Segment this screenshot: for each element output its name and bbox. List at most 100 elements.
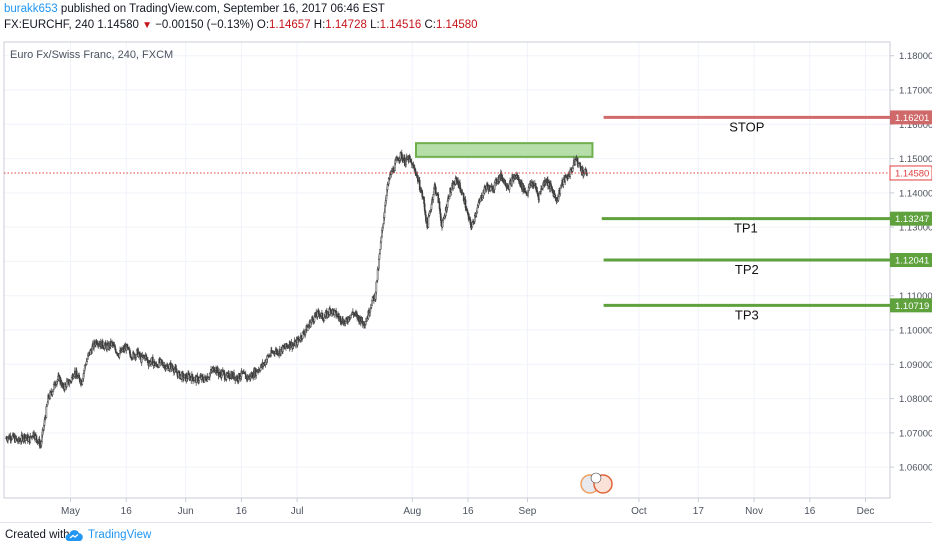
price-tick-label: 1.17000: [899, 86, 932, 97]
candle-body: [65, 380, 68, 387]
price-tick-label: 1.06000: [899, 463, 932, 474]
resistance-zone[interactable]: [414, 142, 594, 158]
candle-body: [168, 364, 171, 369]
time-tick-label: Jul: [291, 506, 304, 517]
price-tick-label: 1.11000: [899, 291, 932, 302]
close-value: 1.14580: [435, 19, 478, 31]
level-name-tp2: TP2: [735, 262, 759, 277]
candle-body: [551, 187, 554, 191]
chart-title: Euro Fx/Swiss Franc, 240, FXCM: [10, 49, 173, 61]
candle-body: [476, 207, 479, 213]
candles-group: [5, 149, 588, 449]
published-text: published on TradingView.com, September …: [60, 3, 385, 15]
candle-body: [383, 211, 386, 218]
candle-body: [426, 218, 428, 228]
current-price-label: 1.14580: [895, 168, 929, 179]
candle-body: [375, 281, 378, 293]
time-tick-label: Sep: [519, 506, 537, 517]
chart-header: burakk653 published on TradingView.com, …: [0, 0, 932, 34]
high-value: 1.14728: [325, 19, 367, 31]
candle-body: [81, 381, 84, 385]
candle-body: [126, 344, 129, 348]
price-axis[interactable]: 1.18000 1.17000 1.16000 1.15000 1.14000 1.130…: [889, 51, 932, 474]
candle-body: [586, 172, 588, 176]
price-tick-label: 1.14000: [899, 188, 932, 199]
candle-body: [427, 216, 430, 228]
price-tick-label: 1.16000: [899, 120, 932, 131]
candle-body: [70, 377, 73, 382]
time-tick-label: 16: [462, 506, 474, 517]
open-label: O:: [256, 19, 270, 31]
candle-body: [27, 437, 30, 442]
candle-body: [519, 179, 521, 186]
high-label: H:: [313, 19, 326, 31]
candle-body: [51, 391, 54, 396]
publish-info: burakk653 published on TradingView.com, …: [4, 3, 385, 15]
open-value: 1.14657: [269, 19, 311, 31]
chart-background: [0, 34, 932, 522]
price-change: −0.00150 (−0.13%): [155, 19, 254, 31]
time-tick-label: Nov: [745, 506, 763, 517]
price-tick-label: 1.08000: [899, 394, 932, 405]
candle-body: [236, 376, 239, 382]
grid: [4, 42, 890, 498]
events-badge-group[interactable]: [580, 472, 613, 494]
level-name-stop: STOP: [729, 119, 764, 134]
candle-body: [462, 193, 465, 201]
price-tick-label: 1.18000: [899, 51, 932, 62]
price-tick-label: 1.13000: [899, 223, 932, 234]
candle-body: [379, 248, 381, 255]
time-tick-label: Jun: [178, 506, 194, 517]
event-count-badge[interactable]: [590, 472, 602, 484]
low-label: L:: [370, 19, 380, 31]
candle-body: [378, 253, 381, 260]
author-link[interactable]: burakk653: [4, 3, 58, 15]
current-price-tag-bg: [889, 165, 932, 181]
candle-body: [191, 374, 194, 379]
level-price-label: 1.13247: [895, 214, 929, 225]
candle-body: [579, 166, 582, 171]
candle-body: [451, 185, 453, 190]
candle-body: [489, 186, 492, 191]
time-tick-label: 17: [693, 506, 705, 517]
time-tick-label: Dec: [857, 506, 875, 517]
price-tick-label: 1.07000: [899, 428, 932, 439]
price-tick-label: 1.15000: [899, 154, 932, 165]
time-tick-label: May: [61, 506, 80, 517]
footer: Created with TradingView: [0, 522, 932, 551]
candle-body: [365, 321, 367, 325]
levels-group: STOP TP1 TP2 TP3: [4, 115, 890, 322]
time-tick-label: 16: [121, 506, 133, 517]
candle-body: [376, 268, 379, 281]
low-value: 1.14516: [379, 19, 422, 31]
level-name-tp1: TP1: [734, 221, 758, 236]
close-label: C:: [424, 19, 436, 31]
level-price-tag-bg: [890, 110, 932, 125]
ohlc-info: FX:EURCHF, 240 1.14580 ▼ −0.00150 (−0.13…: [4, 19, 478, 31]
resistance-zone-group: [414, 142, 594, 158]
symbol-label: FX:EURCHF, 240: [4, 19, 95, 31]
time-axis[interactable]: May 16 Jun 16 Jul Aug 16 Sep Oct 17 Nov 16 Dec: [61, 498, 874, 517]
level-price-tag-bg: [890, 211, 932, 226]
last-price: 1.14580: [97, 19, 139, 31]
candle-body: [370, 305, 373, 308]
candle-body: [437, 194, 440, 203]
level-price-label: 1.16201: [895, 113, 929, 124]
candle-body: [45, 406, 48, 418]
time-tick-label: Oct: [631, 506, 647, 517]
price-tick-label: 1.10000: [899, 326, 932, 337]
candle-body: [150, 357, 153, 362]
candle-body: [46, 401, 49, 406]
time-tick-label: 16: [804, 506, 816, 517]
level-name-tp3: TP3: [735, 307, 759, 322]
plot-frame: [3, 41, 891, 499]
candle-body: [378, 258, 380, 269]
time-tick-label: 16: [236, 506, 248, 517]
level-price-tag-bg: [890, 253, 932, 268]
down-arrow-icon: ▼: [142, 20, 152, 31]
price-tick-label: 1.09000: [899, 360, 932, 371]
candle-body: [569, 169, 571, 177]
level-price-label: 1.10719: [895, 301, 929, 312]
tradingview-link[interactable]: TradingView: [88, 529, 152, 541]
price-chart[interactable]: Euro Fx/Swiss Franc, 240, FXCM STOP TP1 TP…: [0, 34, 932, 522]
